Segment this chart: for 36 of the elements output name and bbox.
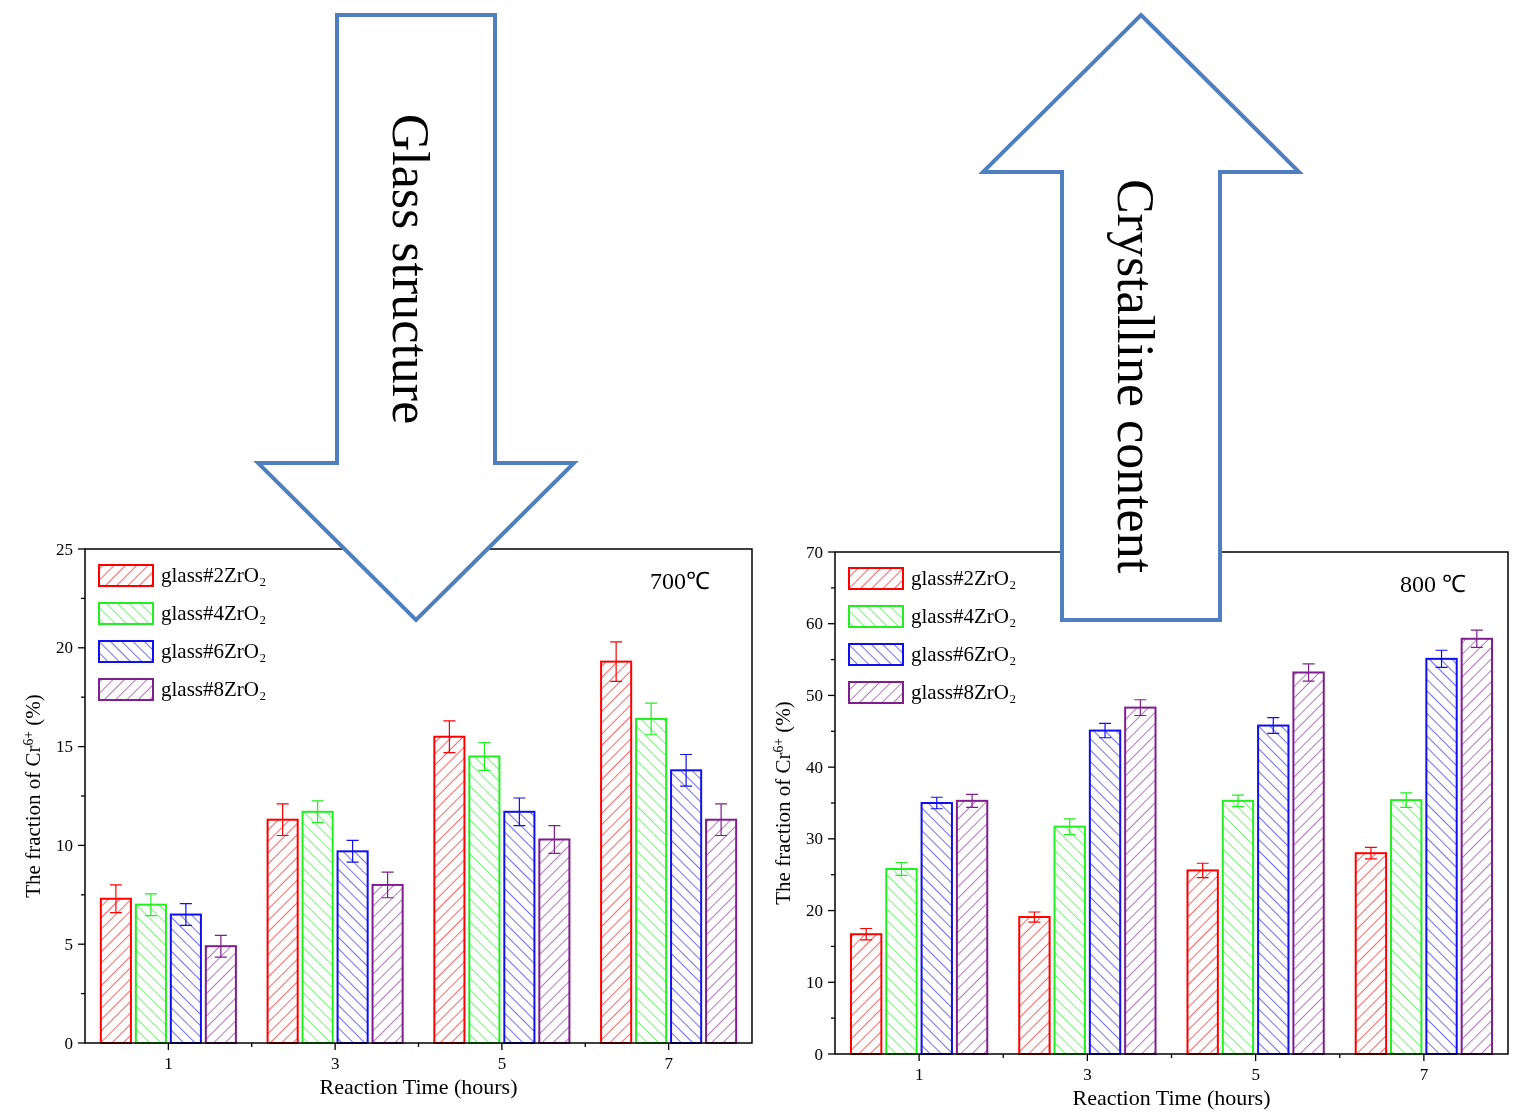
y-tick-label: 70 [806, 542, 823, 562]
y-tick-label: 5 [64, 934, 73, 954]
legend-label: glass#8ZrO₂ [161, 677, 267, 701]
legend-label: glass#6ZrO₂ [161, 639, 267, 663]
x-tick-label: 1 [164, 1054, 173, 1073]
y-tick-label: 25 [56, 539, 73, 559]
y-tick-label: 0 [814, 1044, 823, 1064]
y-tick-label: 10 [56, 835, 73, 855]
x-axis-title: Reaction Time (hours) [1072, 1085, 1271, 1110]
y-tick-label: 40 [806, 757, 823, 777]
legend-label: glass#4ZrO₂ [911, 604, 1017, 628]
y-tick-label: 60 [806, 614, 823, 634]
annotation: Crystalline content [1106, 178, 1164, 574]
text: Glass structure [381, 113, 439, 425]
x-tick-label: 5 [1251, 1065, 1260, 1084]
text: 700℃ [650, 568, 710, 594]
text: 800 ℃ [1400, 571, 1466, 597]
legend-label: glass#8ZrO₂ [911, 680, 1017, 704]
x-tick-label: 5 [497, 1054, 507, 1073]
x-tick-label: 7 [1419, 1065, 1429, 1084]
x-axis-title: Reaction Time (hours) [319, 1074, 518, 1099]
x-tick-label: 3 [330, 1054, 340, 1073]
legend-label: glass#2ZrO₂ [161, 563, 267, 587]
y-tick-label: 10 [806, 972, 823, 992]
y-tick-label: 50 [806, 685, 823, 705]
legend-label: glass#2ZrO₂ [911, 566, 1017, 590]
legend-label: glass#4ZrO₂ [161, 601, 267, 625]
x-tick-label: 3 [1083, 1065, 1092, 1084]
y-tick-label: 20 [56, 638, 73, 658]
y-tick-label: 15 [56, 737, 73, 757]
legend-label: glass#6ZrO₂ [911, 642, 1017, 666]
x-tick-label: 1 [914, 1065, 924, 1084]
x-tick-label: 7 [664, 1054, 674, 1073]
y-tick-label: 30 [806, 829, 823, 849]
y-tick-label: 20 [806, 901, 823, 921]
y-tick-label: 0 [64, 1033, 73, 1053]
